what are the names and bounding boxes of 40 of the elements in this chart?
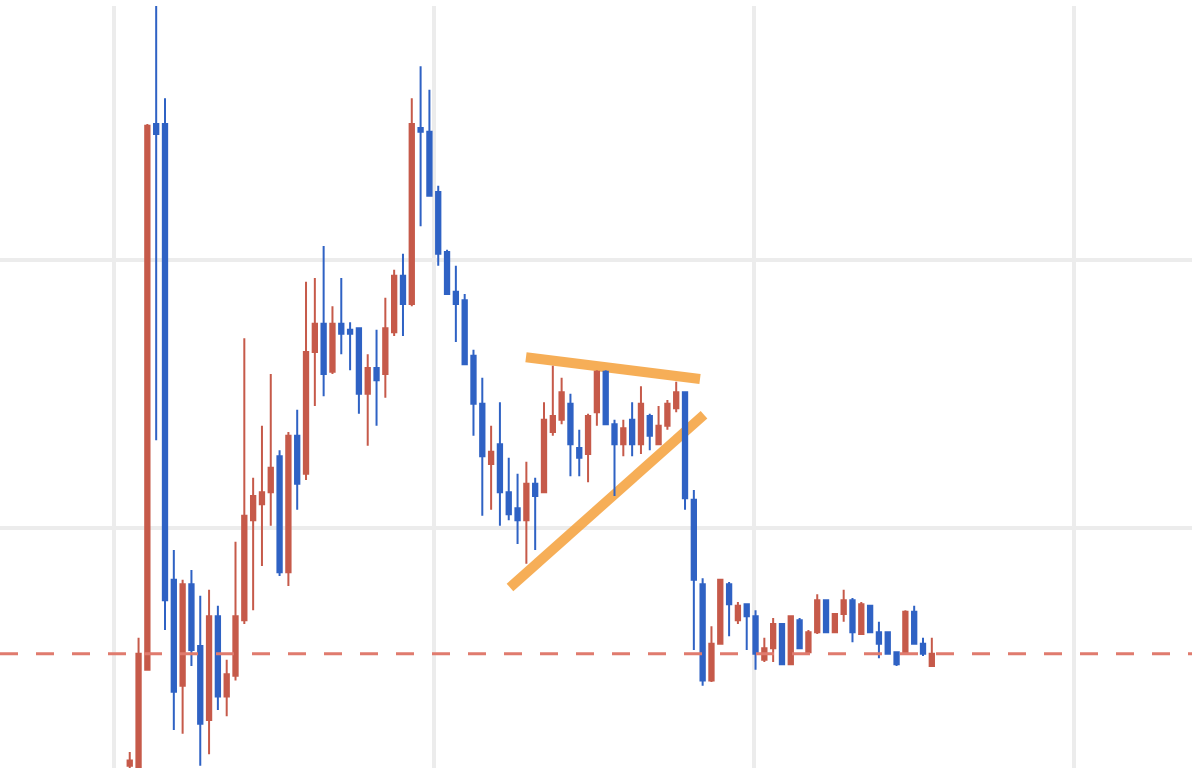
candlestick xyxy=(681,391,689,511)
candlestick xyxy=(496,401,504,527)
candlestick xyxy=(399,252,407,337)
candlestick xyxy=(858,600,865,635)
candlestick xyxy=(355,327,363,415)
candlestick xyxy=(628,401,636,458)
candlestick xyxy=(620,418,627,458)
candlestick xyxy=(646,412,653,452)
candlestick xyxy=(593,369,601,427)
candlestick xyxy=(276,449,283,577)
candlestick xyxy=(637,385,645,456)
candlestick xyxy=(205,588,213,756)
candlestick xyxy=(285,430,292,587)
candlestick xyxy=(329,305,336,376)
candlestick xyxy=(928,636,935,667)
candlestick xyxy=(320,245,327,398)
candlestick xyxy=(778,622,786,666)
candlestick xyxy=(796,616,803,650)
candlestick xyxy=(576,428,583,478)
candlestick xyxy=(584,412,592,484)
candlestick xyxy=(408,97,415,308)
candlestick xyxy=(699,577,706,687)
candlestick xyxy=(567,392,574,478)
candlestick xyxy=(849,597,856,644)
candlestick xyxy=(902,609,909,654)
candlestick xyxy=(690,488,697,651)
candlestick xyxy=(822,599,830,634)
candlestick xyxy=(487,424,495,511)
candlestick xyxy=(302,280,310,481)
candlestick xyxy=(294,408,301,511)
candlestick xyxy=(725,581,733,638)
candlestick xyxy=(214,604,222,712)
candlestick xyxy=(179,578,186,735)
candlestick xyxy=(532,476,539,552)
candlestick xyxy=(523,460,530,565)
candlestick xyxy=(734,600,742,625)
candlestick xyxy=(752,609,759,671)
candlestick xyxy=(364,353,371,447)
candlestick xyxy=(787,615,794,666)
candlestick xyxy=(373,328,380,427)
